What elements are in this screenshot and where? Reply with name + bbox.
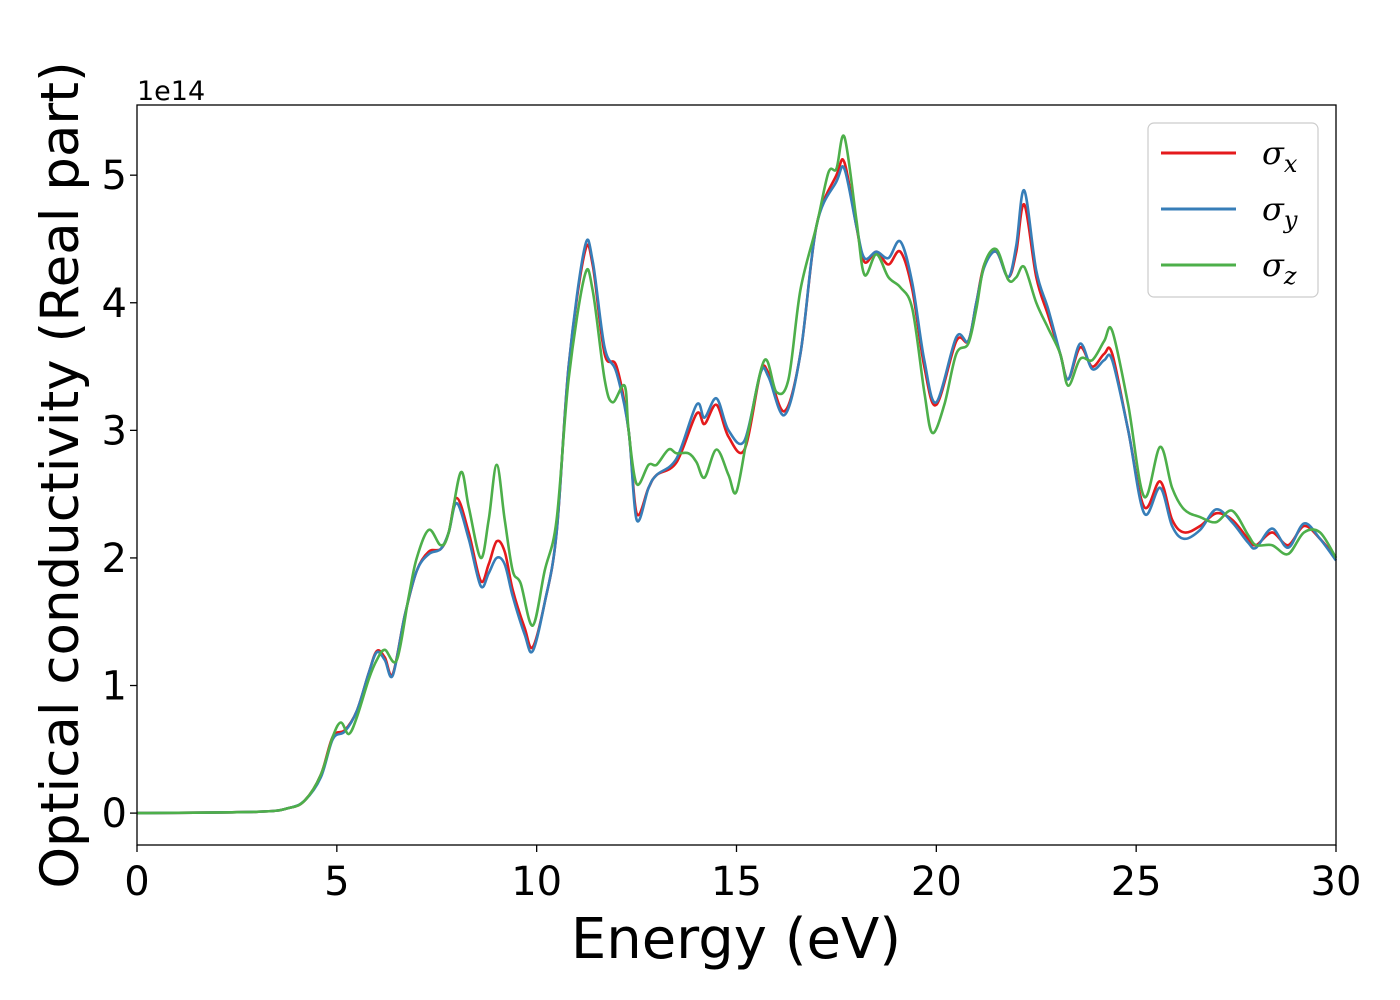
y-tick-label: 2 xyxy=(102,536,127,582)
x-tick-label: 10 xyxy=(511,859,562,905)
y-tick-label: 5 xyxy=(102,153,127,199)
x-axis-title: Energy (eV) xyxy=(571,907,901,972)
series-line-z xyxy=(136,134,1338,815)
x-tick-label: 5 xyxy=(324,859,349,905)
x-tick-label: 20 xyxy=(911,859,962,905)
y-axis-title: Optical conductivity (Real part) xyxy=(30,61,91,888)
x-axis-ticks: 0 5 10 15 20 25 30 xyxy=(124,845,1361,905)
x-tick-label: 15 xyxy=(711,859,762,905)
legend-label-x: σx xyxy=(1262,134,1298,178)
x-tick-label: 30 xyxy=(1311,859,1362,905)
y-tick-label: 0 xyxy=(102,791,127,837)
series-line-y xyxy=(136,165,1338,815)
y-tick-label: 4 xyxy=(102,281,127,327)
legend-label-y: σy xyxy=(1262,190,1298,234)
y-offset-label: 1e14 xyxy=(137,76,205,107)
series-lines xyxy=(136,134,1338,815)
legend: σx σy σz xyxy=(1147,122,1319,298)
legend-label-z: σz xyxy=(1262,246,1297,290)
y-axis-ticks: 0 1 2 3 4 5 xyxy=(102,153,137,837)
x-tick-label: 0 xyxy=(124,859,149,905)
y-tick-label: 1 xyxy=(102,664,127,710)
y-tick-label: 3 xyxy=(102,408,127,454)
x-tick-label: 25 xyxy=(1111,859,1162,905)
